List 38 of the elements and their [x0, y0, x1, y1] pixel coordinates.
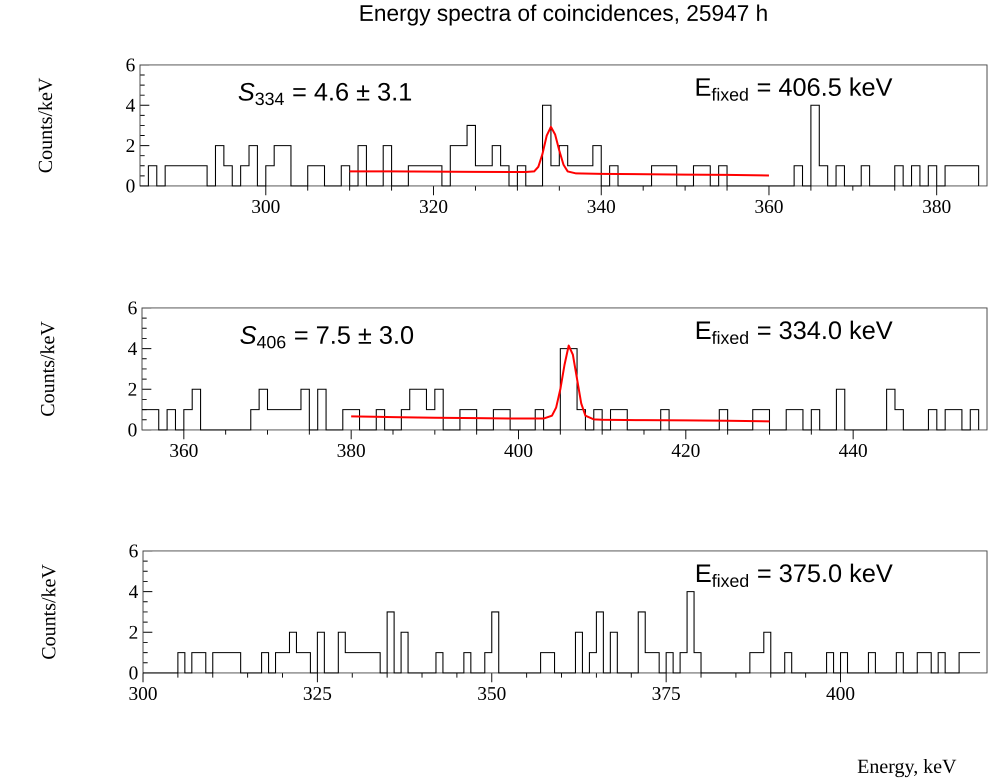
y-tick-label: 4: [129, 585, 138, 598]
x-tick-label: 380: [338, 444, 365, 458]
x-tick-label: 360: [755, 200, 783, 214]
x-tick-label: 360: [170, 444, 198, 458]
y-axis-title: Counts/keV: [40, 321, 54, 416]
annotation: E$_{fixed}$ = 334.0 keV: [696, 320, 893, 344]
annotation: S$_{334}$ = 4.6 ± 3.1: [238, 82, 412, 106]
x-tick-label: 325: [304, 687, 332, 700]
x-tick-label: 375: [652, 687, 680, 700]
x-tick-label: 420: [672, 444, 700, 458]
x-tick-label: 340: [588, 200, 616, 214]
annotation: S$_{406}$ = 7.5 ± 3.0: [240, 326, 414, 348]
x-axis-title: Energy, keV: [858, 759, 956, 778]
annotation: E$_{fixed}$ = 406.5 keV: [696, 77, 892, 101]
y-tick-label: 4: [128, 342, 137, 355]
annotation: E$_{fixed}$ = 375.0 keV: [696, 564, 893, 588]
x-tick-label: 380: [923, 200, 950, 214]
y-tick-label: 0: [126, 179, 135, 192]
x-tick-label: 400: [504, 444, 532, 458]
y-axis-title: Counts/keV: [41, 564, 56, 659]
y-tick-label: 6: [126, 58, 135, 72]
line-series: [350, 344, 770, 422]
y-tick-label: 0: [129, 666, 138, 680]
chart-title: Energy spectra of coincidences, 25947 h: [360, 4, 767, 26]
y-tick-label: 2: [129, 626, 138, 639]
x-tick-label: 440: [839, 444, 867, 458]
y-axis-title: Counts/keV: [38, 78, 52, 172]
y-tick-label: 4: [126, 98, 135, 112]
x-tick-label: 320: [420, 200, 448, 214]
x-tick-label: 300: [129, 687, 157, 700]
y-tick-label: 6: [129, 544, 138, 558]
y-tick-label: 2: [128, 382, 136, 396]
x-tick-label: 350: [478, 687, 506, 700]
y-tick-label: 2: [126, 139, 134, 152]
x-tick-label: 300: [252, 200, 280, 214]
x-tick-label: 400: [826, 687, 854, 700]
y-tick-label: 0: [128, 423, 137, 436]
y-tick-label: 6: [128, 301, 137, 314]
